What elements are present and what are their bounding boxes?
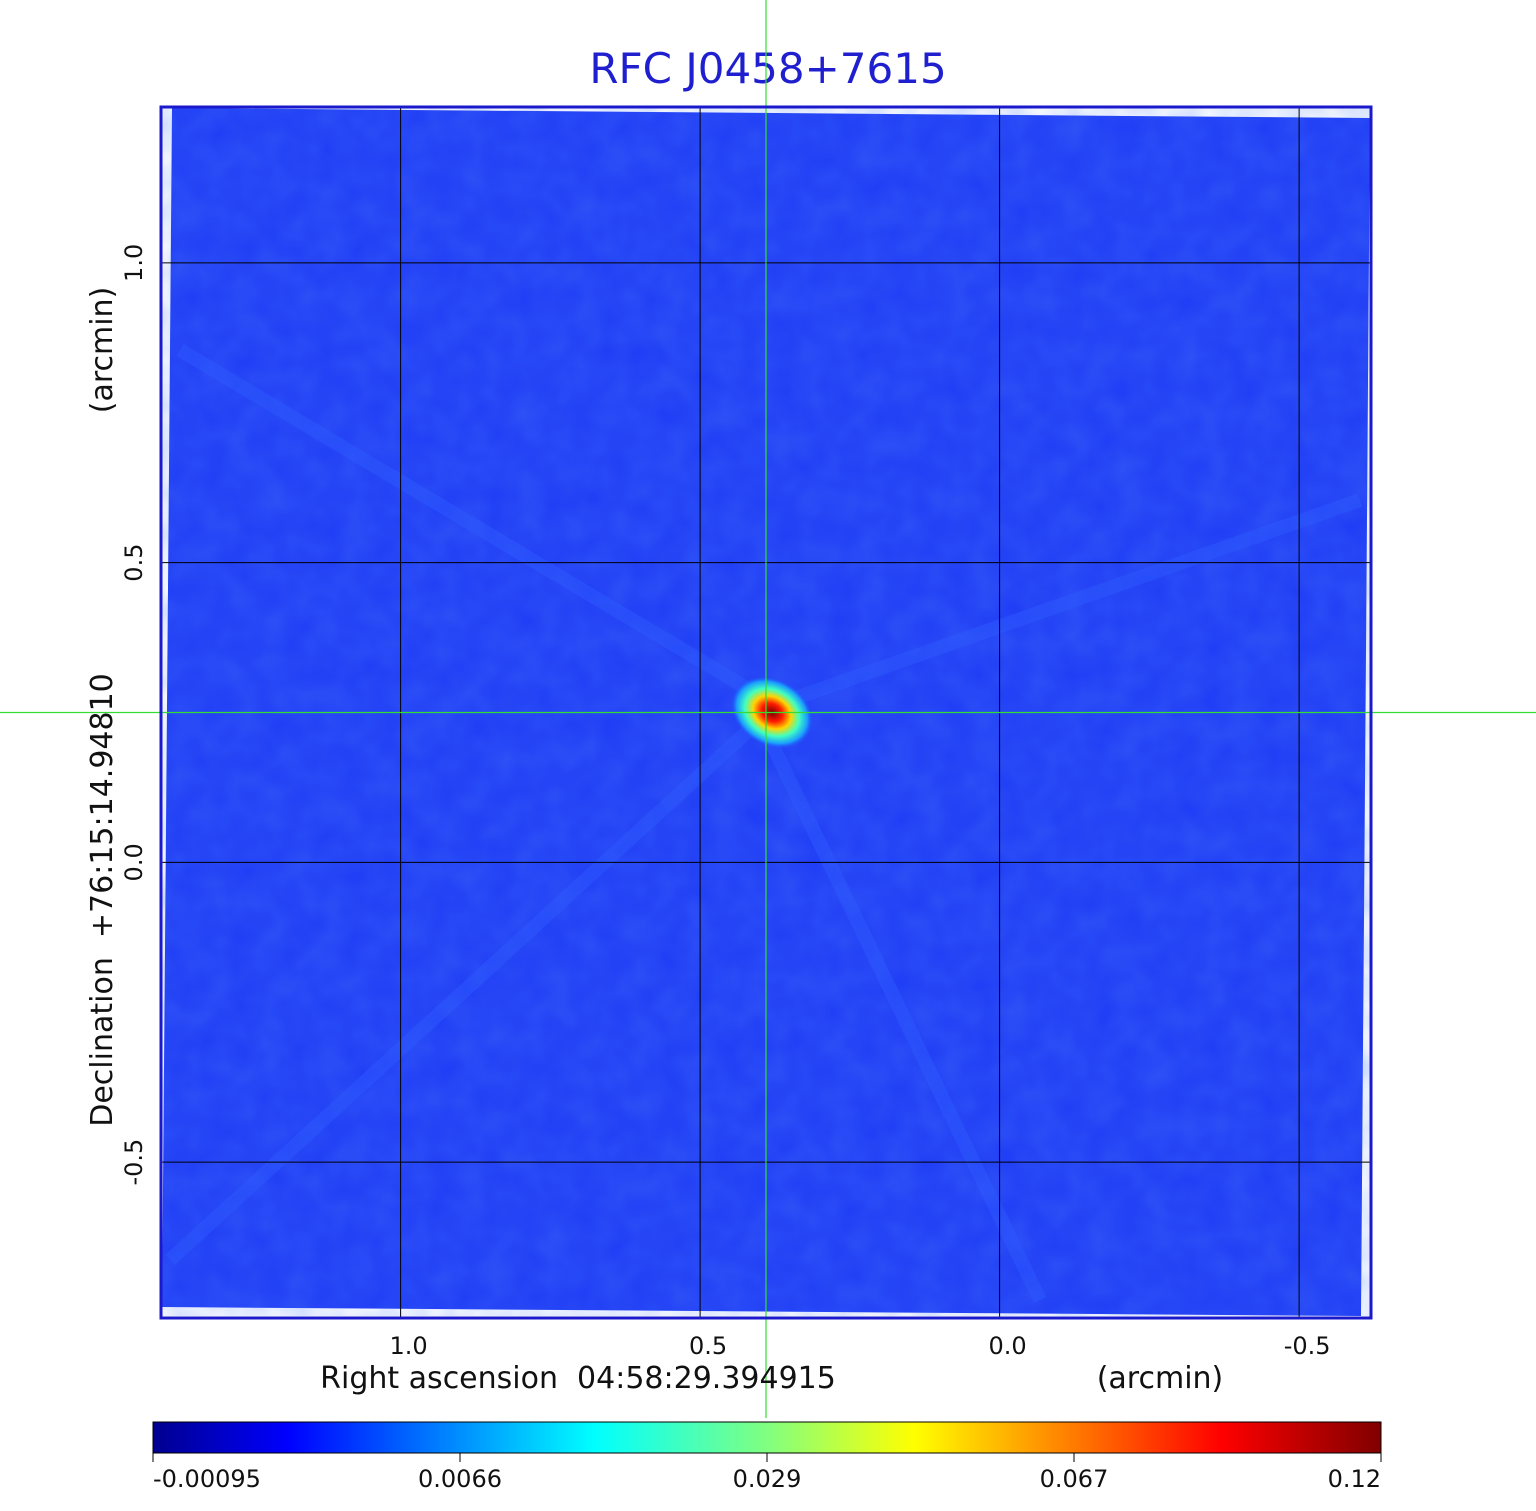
y-tick-label: 0.0 xyxy=(120,843,148,881)
y-axis-unit: (arcmin) xyxy=(85,287,120,414)
y-axis-label: Declination +76:15:14.94810 xyxy=(85,673,120,1127)
x-tick-label: 0.5 xyxy=(689,1332,727,1360)
colorbar-tick-label: 0.029 xyxy=(733,1465,802,1493)
y-tick-label: 0.5 xyxy=(120,544,148,582)
y-tick-label: 1.0 xyxy=(120,244,148,282)
crosshair xyxy=(0,0,1536,1418)
x-tick-labels: 1.0 0.5 0.0 -0.5 xyxy=(390,1332,1331,1360)
sidelobe-streaks xyxy=(165,343,1363,1304)
x-axis-label: Right ascension 04:58:29.394915 xyxy=(320,1361,836,1396)
plot-frame xyxy=(159,105,1373,1320)
colorbar-tick-label: 0.0066 xyxy=(418,1465,502,1493)
y-tick-label: -0.5 xyxy=(120,1139,148,1186)
chart-title: RFC J0458+7615 xyxy=(589,44,947,93)
colorbar-tick-label: 0.12 xyxy=(1328,1465,1381,1493)
x-tick-label: 0.0 xyxy=(989,1332,1027,1360)
colorbar-tick-label: -0.00095 xyxy=(153,1465,261,1493)
x-tick-label: -0.5 xyxy=(1284,1332,1331,1360)
colorbar xyxy=(152,1421,1382,1454)
x-axis-unit: (arcmin) xyxy=(1097,1361,1224,1396)
colorbar-tick-label: 0.067 xyxy=(1040,1465,1109,1493)
y-tick-labels: 1.0 0.5 0.0 -0.5 xyxy=(120,244,148,1186)
x-tick-label: 1.0 xyxy=(390,1332,428,1360)
colorbar-ticks: -0.00095 0.0066 0.029 0.067 0.12 xyxy=(152,1453,1382,1493)
